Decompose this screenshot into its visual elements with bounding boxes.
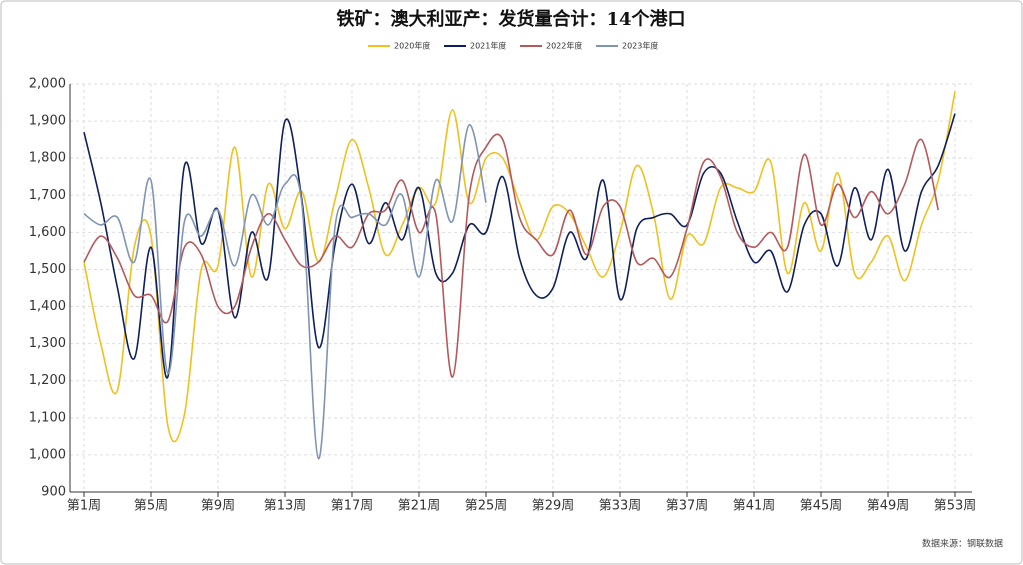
x-tick-label: 第21周 <box>398 499 441 514</box>
x-tick-label: 第5周 <box>134 499 168 514</box>
y-tick-label: 1,700 <box>29 188 66 203</box>
line-series <box>83 133 940 378</box>
y-tick-label: 1,200 <box>29 373 66 388</box>
x-tick-label: 第13周 <box>264 499 307 514</box>
x-tick-label: 第9周 <box>201 499 235 514</box>
legend-label: 2023年度 <box>622 41 658 51</box>
y-tick-label: 2,000 <box>29 77 66 92</box>
x-tick-label: 第33周 <box>599 499 642 514</box>
legend-label: 2021年度 <box>470 41 506 51</box>
y-tick-label: 1,900 <box>29 114 66 129</box>
source: 数据来源：钢联数据 <box>922 538 1003 550</box>
x-tick-label: 第25周 <box>465 499 508 514</box>
x-tick-label: 第41周 <box>733 499 776 514</box>
x-tick-label: 第49周 <box>867 499 910 514</box>
y-tick-label: 900 <box>41 485 66 500</box>
line-series <box>83 91 956 443</box>
line-series <box>83 113 956 379</box>
x-tick-label: 第37周 <box>666 499 709 514</box>
x-tick-label: 第53周 <box>934 499 977 514</box>
legend-label: 2022年度 <box>546 41 582 51</box>
x-tick-label: 第45周 <box>800 499 843 514</box>
y-tick-label: 1,300 <box>29 336 66 351</box>
x-tick-label: 第17周 <box>331 499 374 514</box>
chart-title: 铁矿：澳大利亚产：发货量合计：14个港口 <box>336 8 685 30</box>
legend-label: 2020年度 <box>394 41 430 51</box>
y-tick-label: 1,500 <box>29 262 66 277</box>
x-tick-label: 第1周 <box>67 499 101 514</box>
y-tick-label: 1,400 <box>29 299 66 314</box>
y-tick-label: 1,100 <box>29 410 66 425</box>
y-tick-label: 1,000 <box>29 447 66 462</box>
line-series <box>83 123 487 460</box>
y-tick-label: 1,600 <box>29 225 66 240</box>
x-tick-label: 第29周 <box>532 499 575 514</box>
y-tick-label: 1,800 <box>29 151 66 166</box>
